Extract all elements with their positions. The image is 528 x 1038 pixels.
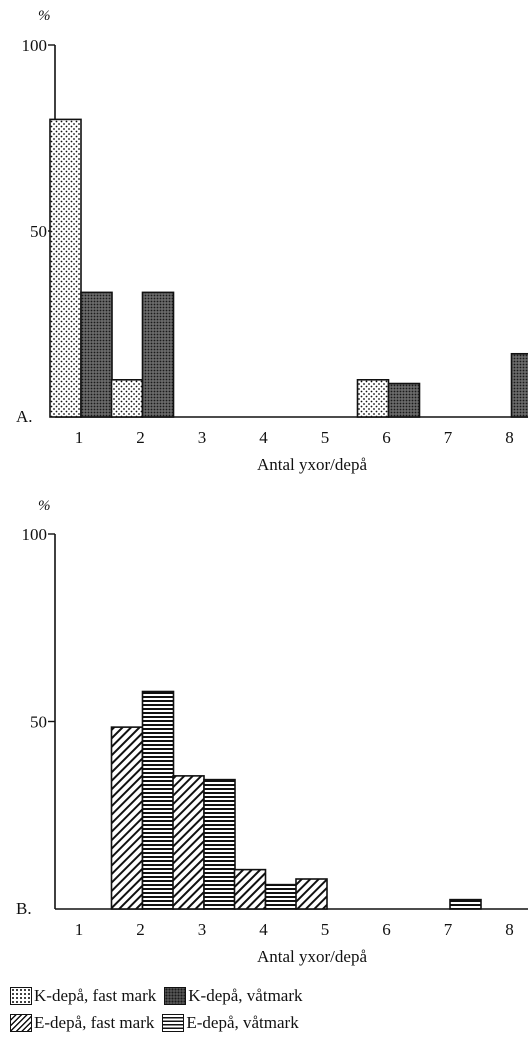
x-axis-title: Antal yxor/depå <box>257 455 367 474</box>
bar-kvat-8 <box>512 354 528 417</box>
x-tick-label: 8 <box>505 920 514 939</box>
legend: K-depå, fast mark K-depå, våtmark E-depå… <box>10 982 525 1036</box>
x-tick-label: 2 <box>136 920 145 939</box>
legend-swatch-e-vat <box>162 1014 184 1032</box>
bar-kvat-6 <box>389 384 420 417</box>
bar-evat-2 <box>143 692 174 910</box>
x-tick-label: 2 <box>136 428 145 447</box>
x-tick-label: 1 <box>75 428 84 447</box>
panel-label: B. <box>16 899 32 918</box>
bar-evat-7 <box>450 900 481 909</box>
bar-evat-4 <box>266 885 297 909</box>
legend-row: E-depå, fast mark E-depå, våtmark <box>10 1009 525 1036</box>
legend-label-e-fast: E-depå, fast mark <box>34 1013 154 1033</box>
y-tick-label: 50 <box>30 222 47 241</box>
y-tick-label: 50 <box>30 713 47 732</box>
bar-efast-4 <box>235 870 266 909</box>
bar-kvat-2 <box>143 292 174 417</box>
legend-item-e-fast: E-depå, fast mark <box>10 1013 154 1033</box>
legend-label-e-vat: E-depå, våtmark <box>186 1013 298 1033</box>
legend-swatch-e-fast <box>10 1014 32 1032</box>
chart-panel-b: % 100 50 B. 1 2 3 4 5 6 7 8 Antal yxor/depå <box>16 498 528 966</box>
y-tick-label: 100 <box>22 36 48 55</box>
legend-item-k-vat: K-depå, våtmark <box>164 986 302 1006</box>
x-tick-label: 7 <box>444 428 453 447</box>
x-tick-label: 6 <box>382 428 391 447</box>
legend-swatch-k-vat <box>164 987 186 1005</box>
legend-label-k-fast: K-depå, fast mark <box>34 986 156 1006</box>
bar-efast-3 <box>173 776 204 909</box>
bar-kvat-1 <box>81 292 112 417</box>
y-unit-label: % <box>38 498 51 514</box>
x-tick-label: 6 <box>382 920 391 939</box>
x-tick-label: 4 <box>259 428 268 447</box>
legend-swatch-k-fast <box>10 987 32 1005</box>
x-tick-label: 3 <box>198 428 207 447</box>
bar-kfast-6 <box>358 380 389 417</box>
x-tick-label: 8 <box>505 428 514 447</box>
legend-row: K-depå, fast mark K-depå, våtmark <box>10 982 525 1009</box>
bar-kfast-1 <box>50 119 81 417</box>
panel-label: A. <box>16 407 33 426</box>
bar-efast-5 <box>296 879 327 909</box>
y-tick-label: 100 <box>22 525 48 544</box>
x-tick-label: 7 <box>444 920 453 939</box>
x-tick-label: 5 <box>321 920 330 939</box>
chart-panel-a: % 100 50 A. 1 2 3 4 5 6 7 8 Antal yxor/depå <box>16 8 528 474</box>
legend-item-e-vat: E-depå, våtmark <box>162 1013 298 1033</box>
legend-item-k-fast: K-depå, fast mark <box>10 986 156 1006</box>
bar-kfast-2 <box>112 380 143 417</box>
y-unit-label: % <box>38 8 51 24</box>
x-tick-label: 4 <box>259 920 268 939</box>
x-tick-label: 1 <box>75 920 84 939</box>
bar-efast-2 <box>112 727 143 909</box>
chart-canvas: % 100 50 A. 1 2 3 4 5 6 7 8 Antal yxor/depå% 100 50 B. 1… <box>0 0 528 975</box>
x-tick-label: 5 <box>321 428 330 447</box>
bar-evat-3 <box>204 780 235 909</box>
x-axis-title: Antal yxor/depå <box>257 947 367 966</box>
x-tick-label: 3 <box>198 920 207 939</box>
legend-label-k-vat: K-depå, våtmark <box>188 986 302 1006</box>
